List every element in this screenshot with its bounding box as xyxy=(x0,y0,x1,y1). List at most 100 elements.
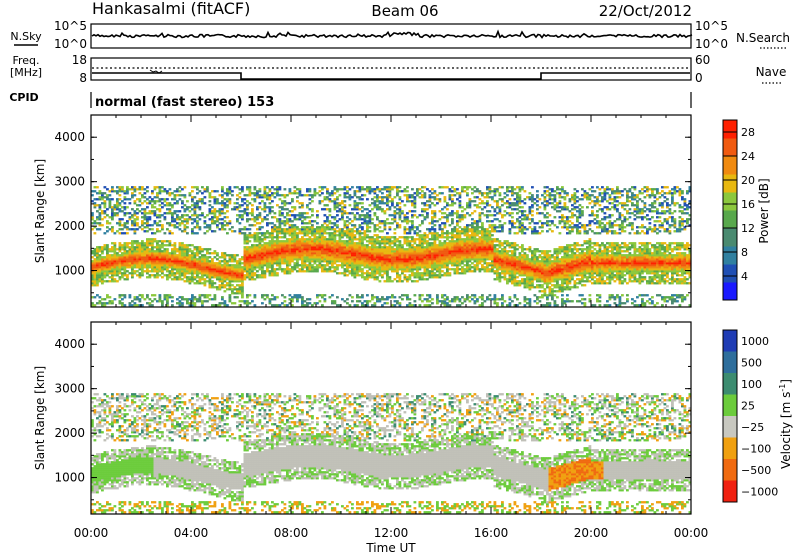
power-cell xyxy=(156,222,159,225)
power-cell xyxy=(453,296,457,299)
power-cell xyxy=(323,222,327,225)
power-cell xyxy=(206,300,209,303)
power-cell xyxy=(191,270,194,273)
power-cell xyxy=(161,266,164,269)
power-cell xyxy=(148,302,152,305)
power-cell xyxy=(401,298,404,301)
power-cell xyxy=(181,264,184,267)
power-cell xyxy=(221,266,224,269)
power-cell xyxy=(356,264,359,267)
power-cell xyxy=(158,254,162,257)
power-cell xyxy=(306,254,309,257)
power-cell xyxy=(226,206,229,209)
power-cell xyxy=(373,214,377,217)
power-cell xyxy=(241,292,244,295)
power-cell xyxy=(363,208,367,211)
power-cell xyxy=(173,210,177,213)
power-cell xyxy=(238,304,242,307)
power-cell xyxy=(253,278,257,281)
power-cell xyxy=(296,298,299,301)
power-cell xyxy=(251,214,254,217)
power-cell xyxy=(103,304,107,307)
power-cell xyxy=(193,220,197,223)
power-cell xyxy=(383,268,387,271)
power-cell xyxy=(428,300,432,303)
power-cell xyxy=(121,254,124,257)
power-cell xyxy=(291,210,294,213)
power-cell xyxy=(291,226,294,229)
power-cell xyxy=(456,258,459,261)
power-cell xyxy=(338,252,342,255)
power-cell xyxy=(213,304,217,307)
power-cell xyxy=(148,250,152,253)
power-cell xyxy=(93,252,97,255)
power-cell xyxy=(406,270,409,273)
power-cell xyxy=(468,264,472,267)
power-cell xyxy=(208,218,212,221)
power-cell xyxy=(121,228,124,231)
power-cell xyxy=(423,256,427,259)
power-cell xyxy=(398,278,402,281)
power-cell xyxy=(228,272,232,275)
power-cell xyxy=(176,268,179,271)
power-cell xyxy=(246,270,249,273)
power-cell xyxy=(436,202,439,205)
power-cell xyxy=(406,264,409,267)
power-cell xyxy=(423,208,427,211)
power-cell xyxy=(301,216,304,219)
power-cell xyxy=(263,276,267,279)
power-cell xyxy=(431,202,434,205)
power-cell xyxy=(478,220,482,223)
power-cell xyxy=(191,274,194,277)
power-cell xyxy=(406,220,409,223)
power-cell xyxy=(113,260,117,263)
power-cell xyxy=(353,230,357,233)
power-cell xyxy=(476,250,479,253)
power-cell xyxy=(316,254,319,257)
power-cell xyxy=(358,258,362,261)
power-cell xyxy=(388,194,392,197)
power-cell xyxy=(438,276,442,279)
power-cell xyxy=(271,304,274,307)
power-cell xyxy=(391,264,394,267)
power-cell xyxy=(103,232,107,235)
power-cell xyxy=(348,232,352,235)
power-cell xyxy=(298,194,302,197)
power-cell xyxy=(201,274,204,277)
power-cell xyxy=(483,260,487,263)
power-cell xyxy=(381,238,384,241)
power-cell xyxy=(131,258,134,261)
power-cell xyxy=(371,222,374,225)
power-cell xyxy=(243,212,247,215)
power-cell xyxy=(406,200,409,203)
power-cell xyxy=(316,192,319,195)
power-cell xyxy=(188,266,192,269)
power-cell xyxy=(346,248,349,251)
power-cell xyxy=(413,206,417,209)
power-cell xyxy=(141,270,144,273)
power-cell xyxy=(236,214,239,217)
power-cell xyxy=(228,190,232,193)
power-cell xyxy=(373,252,377,255)
power-cell xyxy=(218,222,222,225)
power-cell xyxy=(156,208,159,211)
power-cell xyxy=(413,266,417,269)
power-cell xyxy=(113,272,117,275)
power-cell xyxy=(276,232,279,235)
power-cell xyxy=(163,232,167,235)
power-cell xyxy=(156,200,159,203)
power-cell xyxy=(283,194,287,197)
power-cell xyxy=(466,206,469,209)
power-cell xyxy=(338,218,342,221)
power-cell xyxy=(316,210,319,213)
power-cell xyxy=(471,224,474,227)
power-cell xyxy=(436,198,439,201)
power-cell xyxy=(111,270,114,273)
power-cell xyxy=(128,216,132,219)
power-cell xyxy=(146,224,149,227)
power-cell xyxy=(271,252,274,255)
power-cell xyxy=(251,272,254,275)
power-cell xyxy=(271,268,274,271)
power-cell xyxy=(223,272,227,275)
freq-panel: Freq. [MHz] 18 8 60 0 Nave xyxy=(10,53,786,85)
